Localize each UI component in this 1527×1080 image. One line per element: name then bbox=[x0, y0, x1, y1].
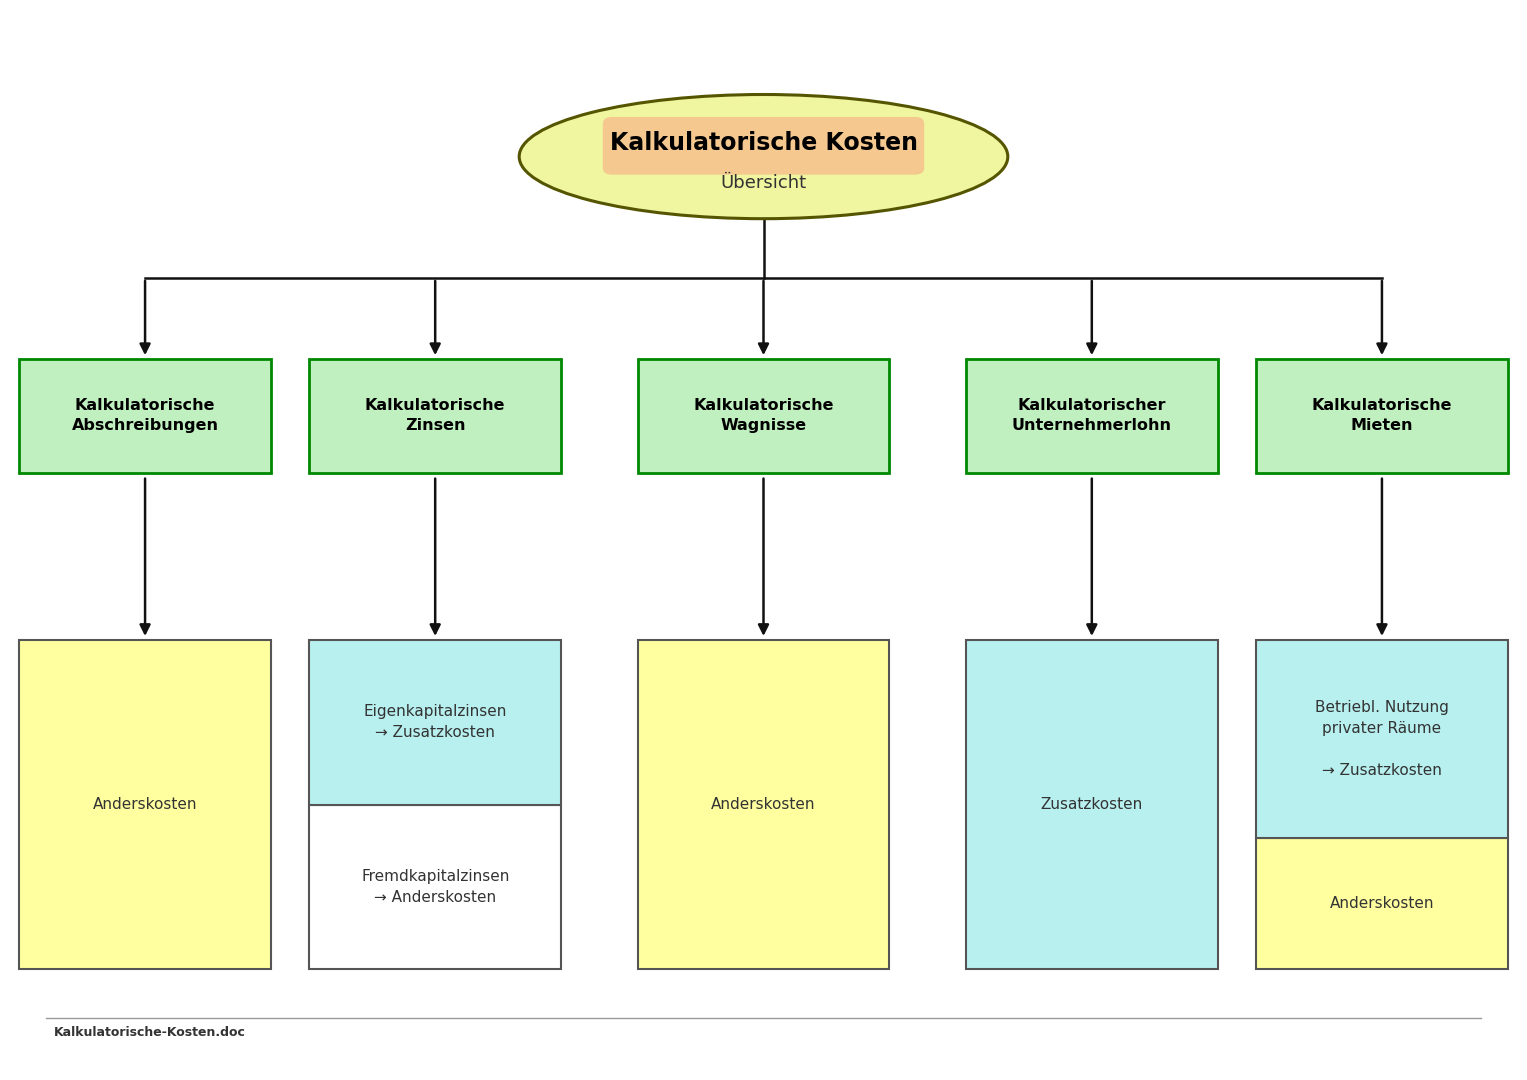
Text: Kalkulatorischer
Unternehmerlohn: Kalkulatorischer Unternehmerlohn bbox=[1012, 399, 1171, 433]
Text: Anderskosten: Anderskosten bbox=[712, 797, 815, 812]
FancyBboxPatch shape bbox=[308, 805, 560, 970]
FancyBboxPatch shape bbox=[638, 639, 889, 970]
Text: Kalkulatorische-Kosten.doc: Kalkulatorische-Kosten.doc bbox=[53, 1026, 246, 1039]
Text: Fremdkapitalzinsen
→ Anderskosten: Fremdkapitalzinsen → Anderskosten bbox=[360, 869, 510, 905]
Text: Übersicht: Übersicht bbox=[721, 174, 806, 191]
Text: Kalkulatorische
Mieten: Kalkulatorische Mieten bbox=[1312, 399, 1452, 433]
FancyBboxPatch shape bbox=[1255, 639, 1509, 838]
Text: Eigenkapitalzinsen
→ Zusatzkosten: Eigenkapitalzinsen → Zusatzkosten bbox=[363, 704, 507, 740]
Text: Kalkulatorische Kosten: Kalkulatorische Kosten bbox=[609, 131, 918, 154]
FancyBboxPatch shape bbox=[603, 117, 924, 175]
FancyBboxPatch shape bbox=[965, 639, 1219, 970]
FancyBboxPatch shape bbox=[18, 359, 272, 473]
FancyBboxPatch shape bbox=[308, 359, 560, 473]
FancyBboxPatch shape bbox=[1255, 359, 1509, 473]
FancyBboxPatch shape bbox=[18, 639, 272, 970]
FancyBboxPatch shape bbox=[638, 359, 889, 473]
FancyBboxPatch shape bbox=[965, 359, 1219, 473]
FancyBboxPatch shape bbox=[1255, 838, 1509, 970]
Text: Betriebl. Nutzung
privater Räume

→ Zusatzkosten: Betriebl. Nutzung privater Räume → Zusat… bbox=[1315, 700, 1449, 778]
Text: Kalkulatorische
Abschreibungen: Kalkulatorische Abschreibungen bbox=[72, 399, 218, 433]
Text: Anderskosten: Anderskosten bbox=[93, 797, 197, 812]
Text: Kalkulatorische
Wagnisse: Kalkulatorische Wagnisse bbox=[693, 399, 834, 433]
Text: Anderskosten: Anderskosten bbox=[1330, 896, 1434, 910]
Ellipse shape bbox=[519, 94, 1008, 218]
Text: Kalkulatorische
Zinsen: Kalkulatorische Zinsen bbox=[365, 399, 505, 433]
FancyBboxPatch shape bbox=[308, 639, 560, 805]
Text: Zusatzkosten: Zusatzkosten bbox=[1041, 797, 1142, 812]
